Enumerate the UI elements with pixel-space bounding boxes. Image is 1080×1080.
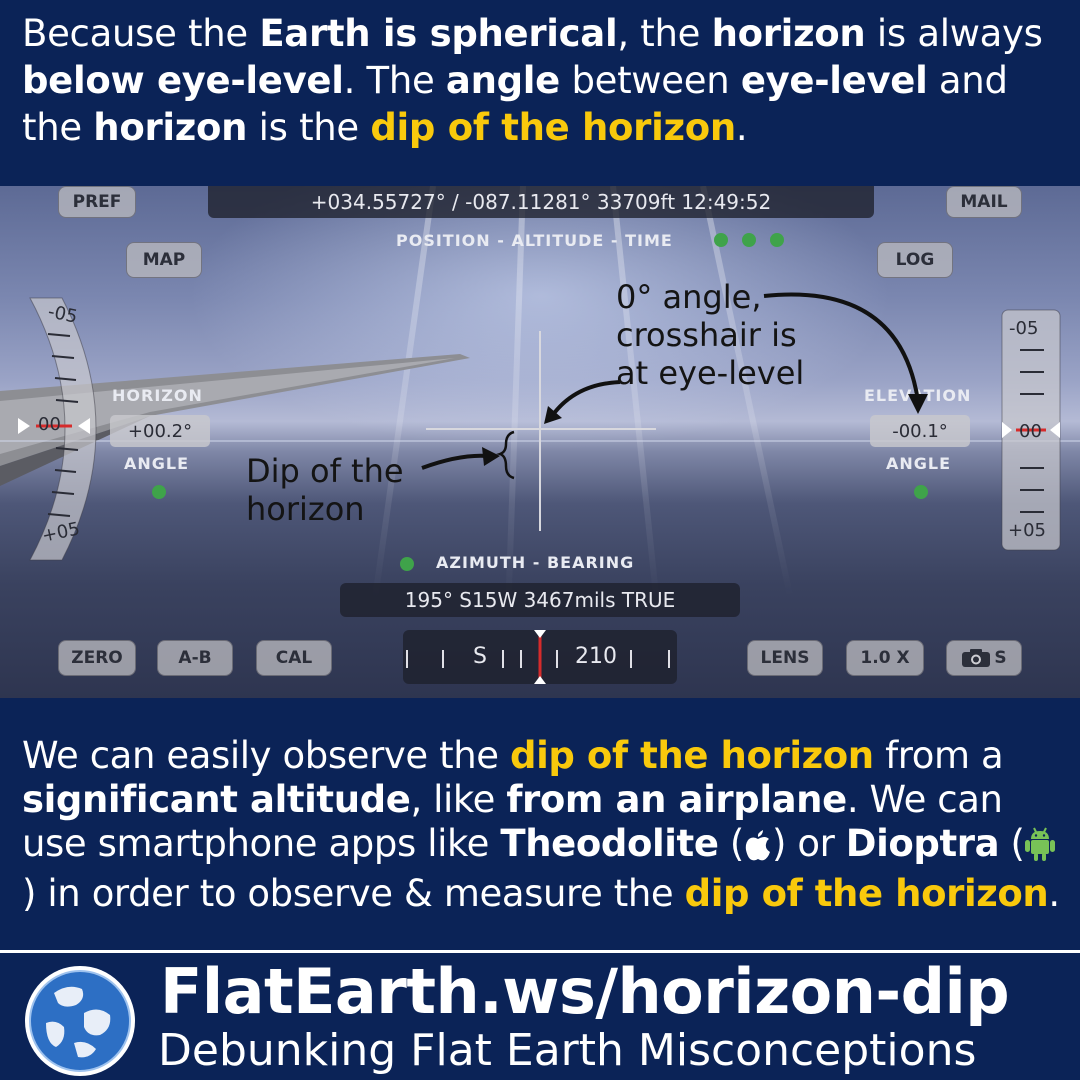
camera-icon — [962, 649, 991, 667]
body-bold-airplane: from an airplane — [506, 778, 847, 821]
body-text-part: , like — [410, 778, 507, 821]
position-readout: +034.55727° / -087.11281° 33709ft 12:49:… — [208, 186, 874, 218]
site-url[interactable]: FlatEarth.ws/horizon-dip — [160, 955, 1010, 1028]
globe-logo-icon — [25, 966, 135, 1076]
intro-text-part: . — [735, 106, 748, 149]
position-label: POSITION - ALTITUDE - TIME — [396, 231, 673, 250]
right-elevation-gauge — [1001, 309, 1061, 551]
left-horizon-gauge — [18, 297, 97, 561]
compass-strip[interactable]: S 210 — [403, 630, 677, 684]
compass-degree-label: 210 — [575, 644, 617, 669]
android-icon — [1024, 826, 1055, 872]
horizon-indicator — [152, 485, 166, 499]
annotation-line: at eye-level — [616, 354, 805, 392]
intro-highlight-dip: dip of the horizon — [370, 106, 736, 149]
intro-text-part: Because the — [22, 12, 260, 55]
intro-text-part: . The — [343, 59, 446, 102]
zero-button[interactable]: ZERO — [58, 640, 136, 676]
cal-button[interactable]: CAL — [256, 640, 332, 676]
body-text-part: from a — [873, 734, 1004, 777]
body-text-part: We can easily observe the — [22, 734, 510, 777]
explanation-text: We can easily observe the dip of the hor… — [22, 734, 1067, 916]
horizon-angle-label: ANGLE — [124, 454, 190, 473]
annotation-line: 0° angle, — [616, 278, 762, 316]
horizon-label: HORIZON — [112, 386, 203, 405]
elevation-angle-readout: -00.1° — [870, 415, 970, 447]
body-text-part: ) in order to observe & measure the — [22, 872, 685, 915]
body-highlight-dip-2: dip of the horizon — [684, 872, 1049, 915]
body-text-part: ) or — [771, 822, 846, 865]
intro-section: Because the Earth is spherical, the hori… — [0, 0, 1080, 186]
dioptra-app-name: Dioptra — [845, 822, 1000, 865]
annotation-zero-angle: 0° angle, crosshair is at eye-level — [616, 278, 804, 392]
theodolite-screenshot: PREF MAIL MAP LOG +034.55727° / -087.112… — [0, 186, 1080, 698]
camera-button[interactable]: S — [946, 640, 1022, 676]
body-text-part: . We can use smartphone apps like — [22, 778, 1003, 865]
explanation-section: We can easily observe the dip of the hor… — [0, 698, 1080, 950]
elevation-indicator — [914, 485, 928, 499]
intro-bold-earth: Earth is spherical — [259, 12, 618, 55]
intro-text-part: and the — [22, 59, 1008, 149]
altitude-indicator — [742, 233, 756, 247]
right-gauge-bottom-label: +05 — [1008, 520, 1046, 541]
intro-text: Because the Earth is spherical, the hori… — [22, 10, 1062, 151]
intro-text-part: between — [559, 59, 741, 102]
annotation-line: crosshair is — [616, 316, 797, 354]
body-text-part: . — [1048, 872, 1060, 915]
intro-bold-angle: angle — [445, 59, 560, 102]
theodolite-app-name: Theodolite — [500, 822, 719, 865]
camera-button-label: S — [994, 648, 1007, 668]
gps-indicator — [714, 233, 728, 247]
intro-text-part: is the — [247, 106, 371, 149]
right-gauge-top-label: -05 — [1009, 318, 1039, 339]
right-gauge-mid-label: 00 — [1019, 421, 1042, 442]
horizon-angle-readout: +00.2° — [110, 415, 210, 447]
apple-icon — [744, 828, 772, 872]
ab-button[interactable]: A-B — [157, 640, 233, 676]
mail-button[interactable]: MAIL — [946, 186, 1022, 218]
zoom-button[interactable]: 1.0 X — [846, 640, 924, 676]
left-gauge-mid-label: 00 — [38, 414, 61, 435]
annotation-line: horizon — [246, 490, 365, 528]
intro-bold-horizon-2: horizon — [93, 106, 248, 149]
azimuth-readout: 195° S15W 3467mils TRUE — [340, 583, 740, 617]
log-button[interactable]: LOG — [877, 242, 953, 278]
lens-button[interactable]: LENS — [747, 640, 823, 676]
annotation-dip: Dip of the horizon — [246, 452, 404, 528]
crosshair-and-arrows — [421, 292, 928, 531]
body-text-part: ( — [718, 822, 744, 865]
map-button[interactable]: MAP — [126, 242, 202, 278]
intro-bold-eyelevel: eye-level — [740, 59, 928, 102]
compass-ticks — [406, 630, 670, 684]
body-text-part: ( — [999, 822, 1025, 865]
elevation-angle-label: ANGLE — [886, 454, 952, 473]
compass-south-label: S — [473, 644, 487, 669]
azimuth-indicator — [400, 557, 414, 571]
body-highlight-dip: dip of the horizon — [509, 734, 874, 777]
body-bold-altitude: significant altitude — [22, 778, 411, 821]
site-tagline: Debunking Flat Earth Misconceptions — [158, 1025, 977, 1076]
footer: FlatEarth.ws/horizon-dip Debunking Flat … — [0, 950, 1080, 1080]
intro-bold-horizon: horizon — [711, 12, 866, 55]
time-indicator — [770, 233, 784, 247]
pref-button[interactable]: PREF — [58, 186, 136, 218]
intro-bold-below: below eye-level — [22, 59, 344, 102]
intro-text-part: is always — [865, 12, 1043, 55]
annotation-line: Dip of the — [246, 452, 404, 490]
azimuth-label: AZIMUTH - BEARING — [436, 553, 635, 572]
intro-text-part: , the — [617, 12, 712, 55]
